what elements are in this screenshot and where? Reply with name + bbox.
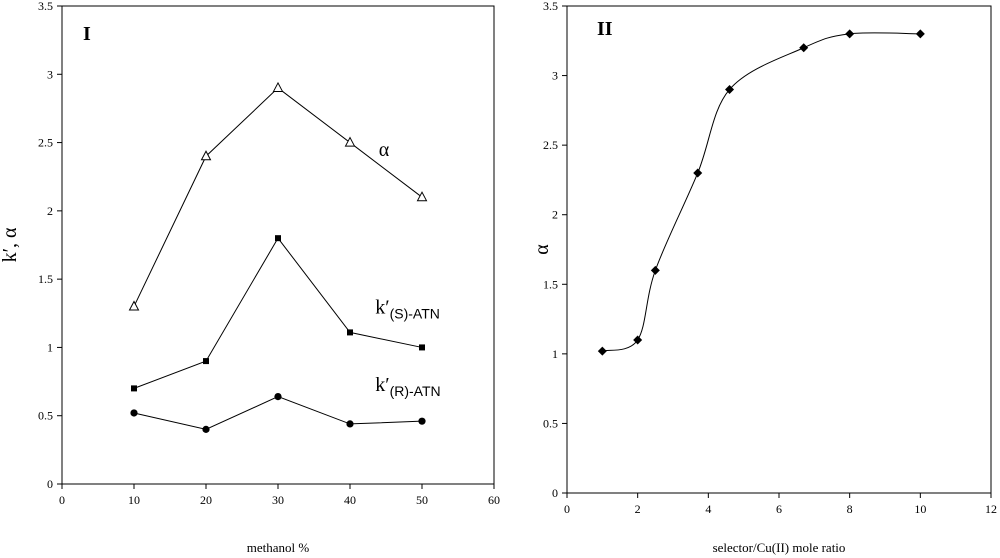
series-0-point: [799, 43, 809, 53]
series-0-line: [133, 87, 423, 307]
chart-panel-i: 0 10 20 30 40 50 60 0 0.5 1 1.5 2 2.5 3 3.5 methanol % k…: [0, 0, 500, 555]
plot-frame: [61, 5, 495, 485]
x-axis-label: methanol %: [247, 540, 310, 555]
series-label: k′(R)-ATN: [375, 374, 440, 399]
series-2-point: [274, 392, 282, 401]
series-label-sub: (R): [390, 383, 409, 399]
series-0-point: [650, 265, 660, 275]
series-label-main: k′: [375, 296, 389, 318]
y-tick-label: 3: [47, 67, 53, 81]
y-tick-label: 2.5: [543, 138, 558, 152]
x-tick-label: 8: [847, 502, 853, 516]
x-tick-label: 4: [705, 502, 711, 516]
series-0-point: [693, 168, 703, 178]
series-label-sub: (S): [390, 305, 409, 321]
series-1-point: [131, 385, 137, 392]
plot-frame: [566, 5, 992, 494]
y-tick-label: 0.5: [38, 409, 53, 423]
series-2-point: [346, 420, 354, 428]
y-tick-label: 1: [47, 340, 53, 354]
series-0-curve: [602, 32, 921, 352]
series-1-point: [347, 329, 353, 336]
x-tick-label: 6: [776, 502, 782, 516]
series-1-point: [203, 358, 209, 365]
y-tick-label: 1: [552, 347, 558, 361]
series-label: k′(S)-ATN: [375, 296, 440, 321]
y-tick-label: 3.5: [543, 0, 558, 13]
y-tick-label: 1.5: [38, 272, 53, 286]
series-0-point: [597, 346, 607, 356]
chart-panel-ii: 0 2 4 6 8 10 12 0 0.5 1 1.5 2 2.5 3 3.5 selector/Cu(II)…: [531, 0, 997, 555]
x-tick-label: 60: [488, 493, 500, 507]
x-tick-label: 10: [914, 502, 926, 516]
series-0-point: [128, 300, 140, 311]
series-0-point: [200, 150, 212, 161]
series-0-point: [272, 81, 284, 92]
series-0-point: [633, 335, 643, 345]
series-2-point: [130, 409, 138, 417]
x-tick-label: 0: [59, 493, 65, 507]
y-axis-label: k′, α: [0, 227, 21, 262]
x-tick-label: 0: [564, 502, 570, 516]
y-tick-label: 3.5: [38, 0, 53, 13]
series-0-point: [915, 29, 925, 39]
series-2-point: [202, 425, 210, 433]
y-tick-label: 2: [552, 208, 558, 222]
x-axis-label: selector/Cu(II) mole ratio: [713, 540, 846, 555]
series-2-line: [133, 396, 423, 430]
series-0-point: [344, 136, 356, 147]
y-tick-label: 1.5: [543, 277, 558, 291]
series-label: α: [379, 139, 390, 161]
panel-label: II: [597, 18, 613, 40]
x-tick-label: 50: [416, 493, 428, 507]
x-tick-label: 20: [200, 493, 212, 507]
x-tick-label: 40: [344, 493, 356, 507]
series-label-suffix: -ATN: [409, 383, 441, 399]
series-1-point: [275, 235, 281, 242]
series-1-point: [419, 344, 425, 351]
y-tick-label: 0: [47, 477, 53, 491]
series-0-point: [845, 29, 855, 39]
series-label-main: k′: [375, 374, 389, 396]
x-tick-label: 30: [272, 493, 284, 507]
series-label-suffix: -ATN: [408, 305, 440, 321]
y-tick-label: 3: [552, 69, 558, 83]
panel-label: I: [83, 23, 91, 45]
y-axis-label: α: [531, 244, 553, 255]
y-tick-label: 2: [47, 204, 53, 218]
y-tick-label: 0: [552, 486, 558, 500]
x-tick-label: 2: [635, 502, 641, 516]
x-tick-label: 10: [128, 493, 140, 507]
series-0-point: [416, 191, 428, 202]
series-0-point: [725, 84, 735, 94]
series-label-main: α: [379, 139, 390, 161]
series-2-point: [418, 417, 426, 425]
x-tick-label: 12: [985, 502, 997, 516]
y-tick-label: 2.5: [38, 136, 53, 150]
y-tick-label: 0.5: [543, 416, 558, 430]
